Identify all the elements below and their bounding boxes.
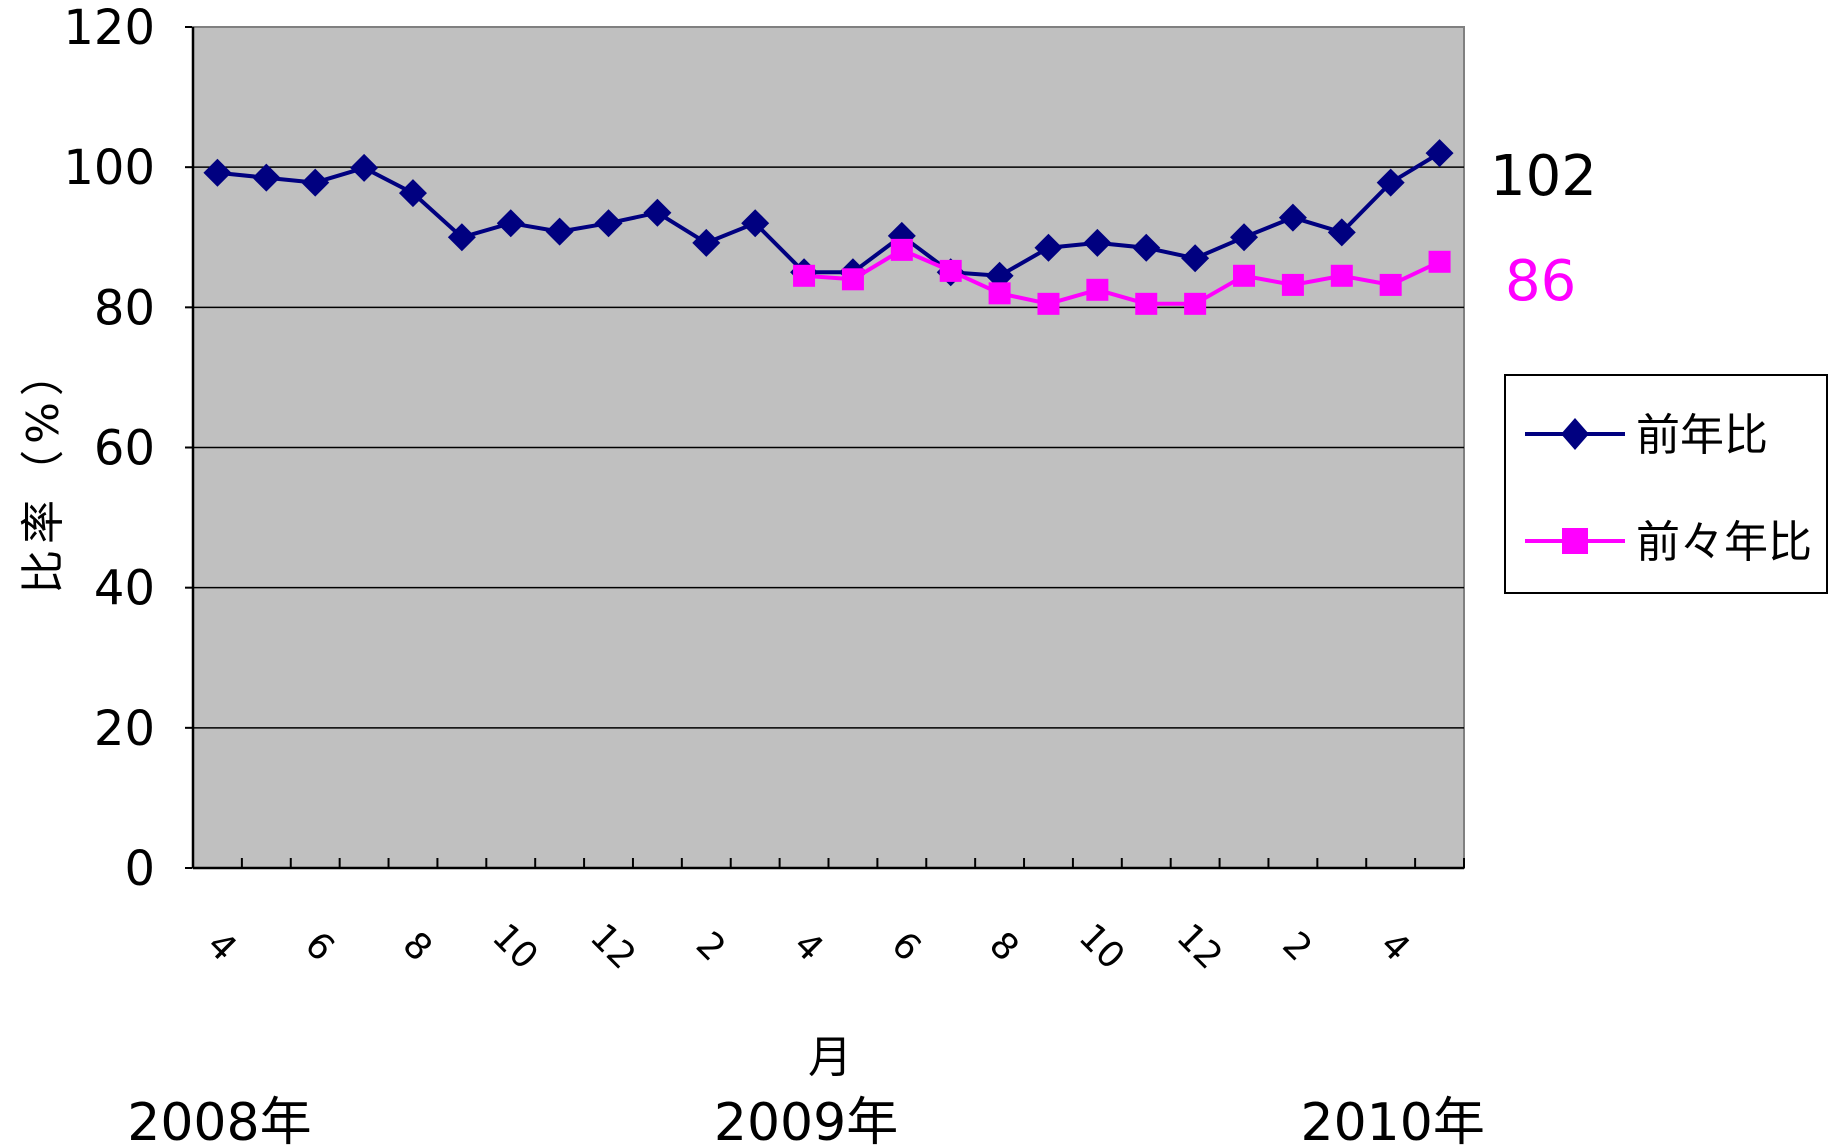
year-label: 2010年 bbox=[1301, 1093, 1485, 1147]
data-point-diamond bbox=[741, 209, 770, 238]
data-point-square bbox=[1086, 278, 1109, 301]
series-2yr bbox=[793, 238, 1451, 315]
data-point-diamond bbox=[1230, 223, 1259, 252]
data-point-diamond bbox=[692, 228, 721, 257]
legend-box bbox=[1504, 374, 1828, 594]
legend-item-2yr: 前々年比 bbox=[1525, 517, 1812, 568]
year-labels: 2008年 2009年 2010年 bbox=[127, 1093, 1485, 1147]
data-point-square bbox=[1379, 273, 1402, 296]
data-point-diamond bbox=[301, 168, 330, 197]
x-tick-label: 8 bbox=[395, 924, 440, 969]
x-tick-label: 4 bbox=[786, 924, 831, 969]
x-tick-label: 12 bbox=[582, 916, 643, 977]
data-point-square bbox=[1330, 264, 1353, 287]
y-tick-label: 20 bbox=[94, 701, 155, 757]
legend: 前年比 前々年比 bbox=[1504, 374, 1828, 594]
legend-item-yoy: 前年比 bbox=[1525, 410, 1768, 461]
data-point-diamond bbox=[545, 217, 574, 246]
data-point-diamond bbox=[594, 209, 623, 238]
data-point-square bbox=[1281, 273, 1304, 296]
y-tick-label: 60 bbox=[94, 421, 155, 477]
x-tick-label: 8 bbox=[981, 924, 1026, 969]
data-point-diamond bbox=[1132, 233, 1161, 262]
legend-marker-diamond-icon bbox=[1561, 418, 1589, 450]
x-axis-ticks: 4 6 8 10 12 2 4 6 8 10 12 2 4 bbox=[199, 858, 1465, 978]
year-label: 2008年 bbox=[127, 1093, 311, 1147]
data-point-square bbox=[939, 259, 962, 282]
data-point-square bbox=[1428, 250, 1451, 273]
data-point-diamond bbox=[398, 179, 427, 208]
data-point-square bbox=[988, 282, 1011, 305]
x-tick-label: 2 bbox=[1274, 924, 1319, 969]
data-point-square bbox=[841, 268, 864, 291]
y-tick-label: 40 bbox=[94, 561, 155, 617]
x-tick-label: 4 bbox=[1372, 924, 1417, 969]
y-axis-label: 比率（%） bbox=[18, 346, 69, 594]
data-point-diamond bbox=[350, 153, 379, 182]
x-tick-label: 4 bbox=[199, 924, 244, 969]
x-tick-label: 10 bbox=[1071, 916, 1132, 977]
year-label: 2009年 bbox=[714, 1093, 898, 1147]
plot-area bbox=[191, 26, 1465, 870]
x-tick-label: 2 bbox=[688, 924, 733, 969]
data-point-diamond bbox=[1376, 168, 1405, 197]
data-point-diamond bbox=[447, 223, 476, 252]
x-axis-label: 月 bbox=[808, 1032, 852, 1083]
x-tick-label: 12 bbox=[1169, 916, 1230, 977]
x-tick-label: 6 bbox=[297, 924, 342, 969]
data-point-diamond bbox=[1327, 218, 1356, 247]
y-axis-ticks: 0 20 40 60 80 100 120 bbox=[63, 0, 193, 897]
y-tick-label: 80 bbox=[94, 280, 155, 336]
legend-label-2yr: 前々年比 bbox=[1636, 517, 1812, 568]
data-point-diamond bbox=[1425, 139, 1454, 168]
data-point-diamond bbox=[496, 209, 525, 238]
data-point-square bbox=[890, 238, 913, 261]
y-tick-label: 120 bbox=[63, 0, 155, 56]
y-tick-label: 0 bbox=[124, 841, 155, 897]
data-point-diamond bbox=[1181, 244, 1210, 273]
data-point-square bbox=[793, 264, 816, 287]
legend-marker-square-icon bbox=[1562, 528, 1588, 554]
x-tick-label: 10 bbox=[484, 916, 545, 977]
data-point-square bbox=[1233, 264, 1256, 287]
data-point-diamond bbox=[1278, 203, 1307, 232]
y-tick-label: 100 bbox=[63, 140, 155, 196]
data-point-square bbox=[1184, 292, 1207, 315]
data-point-square bbox=[1135, 292, 1158, 315]
data-point-diamond bbox=[1083, 228, 1112, 257]
data-point-diamond bbox=[1034, 233, 1063, 262]
data-point-diamond bbox=[252, 163, 281, 192]
annotation-latest-2yr: 86 bbox=[1505, 249, 1576, 314]
legend-label-yoy: 前年比 bbox=[1636, 410, 1768, 461]
x-tick-label: 6 bbox=[883, 924, 928, 969]
data-point-diamond bbox=[203, 158, 232, 187]
data-point-square bbox=[1037, 292, 1060, 315]
annotation-latest-yoy: 102 bbox=[1490, 144, 1597, 209]
data-point-diamond bbox=[643, 198, 672, 227]
